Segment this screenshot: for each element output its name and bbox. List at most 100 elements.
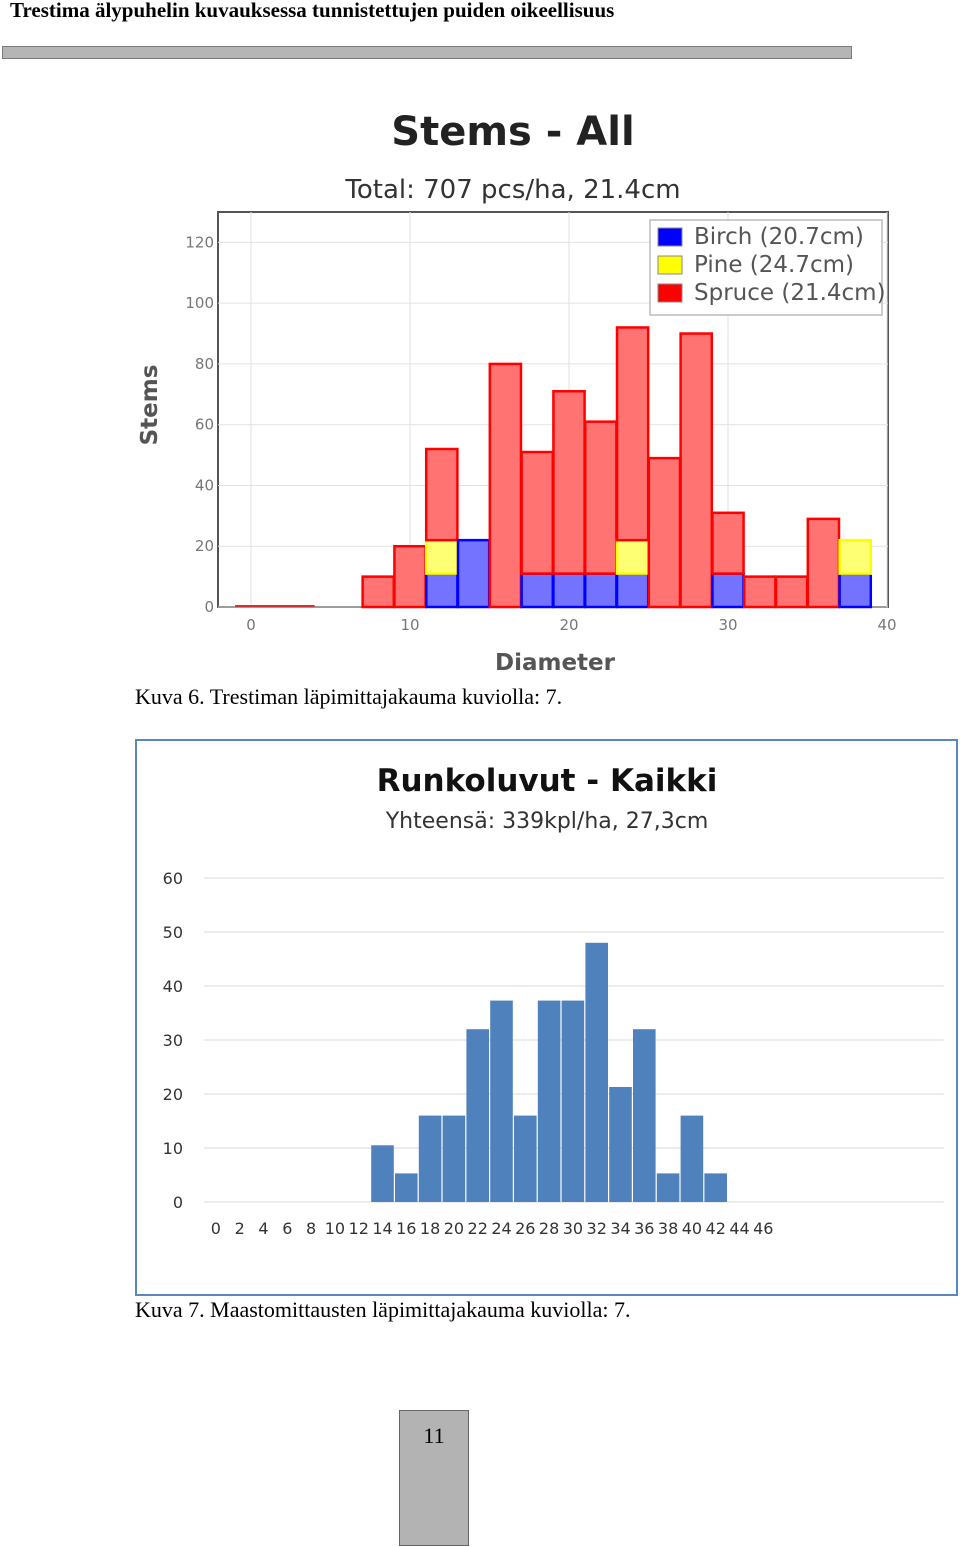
- y-tick-label: 100: [185, 294, 214, 312]
- y-tick-label: 20: [163, 1085, 183, 1104]
- bar: [395, 1173, 418, 1202]
- y-tick-label: 60: [195, 416, 214, 434]
- x-tick-label: 30: [718, 616, 737, 634]
- bar: [371, 1145, 394, 1202]
- legend-swatch: [657, 227, 683, 247]
- bar-segment: [615, 572, 650, 609]
- x-tick-label: 12: [349, 1219, 369, 1238]
- x-tick-label: 20: [444, 1219, 464, 1238]
- bar-segment: [393, 544, 427, 609]
- bar-segment: [615, 538, 650, 575]
- bar-segment: [488, 362, 523, 609]
- x-tick-label: 20: [559, 616, 578, 634]
- bar: [466, 1029, 489, 1202]
- stems-all-chart: Stems - All Total: 707 pcs/ha, 21.4cm 0 10 2…: [137, 109, 897, 676]
- bar-segment: [552, 572, 586, 609]
- bar: [704, 1173, 727, 1202]
- bar-segment: [424, 538, 459, 575]
- bar: [680, 1115, 704, 1202]
- bar-segment: [615, 326, 650, 542]
- y-axis-label: Stems: [137, 365, 163, 446]
- bar-segment: [424, 447, 459, 542]
- bar-segment: [838, 572, 873, 609]
- y-tick-label: 50: [163, 923, 183, 942]
- y-tick-label: 40: [163, 977, 183, 996]
- x-tick-label: 14: [372, 1219, 392, 1238]
- y-tick-label: 20: [195, 537, 214, 555]
- y-tick-label: 60: [163, 869, 183, 888]
- bar: [585, 942, 608, 1202]
- x-tick-label: 36: [634, 1219, 654, 1238]
- bar: [537, 1000, 561, 1202]
- legend-label: Birch (20.7cm): [694, 224, 864, 250]
- bar-segment: [583, 420, 618, 575]
- x-axis-label: Diameter: [495, 650, 616, 676]
- x-tick-label: 0: [211, 1219, 221, 1238]
- x-tick-label: 8: [306, 1219, 316, 1238]
- chart-title: Runkoluvut - Kaikki: [377, 763, 718, 799]
- x-tick-label: 42: [706, 1219, 726, 1238]
- x-tick-label: 38: [658, 1219, 678, 1238]
- x-tick-label: 2: [235, 1219, 245, 1238]
- bar: [633, 1029, 656, 1202]
- y-tick-label: 30: [163, 1031, 183, 1050]
- x-tick-label: 26: [515, 1219, 535, 1238]
- x-tick-label: 16: [396, 1219, 416, 1238]
- chart-subtitle: Yhteensä: 339kpl/ha, 27,3cm: [385, 809, 709, 834]
- bar-segment: [838, 538, 873, 575]
- bar: [418, 1115, 442, 1202]
- x-tick-label: 32: [587, 1219, 607, 1238]
- y-tick-label: 0: [173, 1193, 183, 1212]
- page-number: 11: [423, 1423, 445, 1448]
- legend: Birch (20.7cm)Pine (24.7cm)Spruce (21.4c…: [649, 219, 886, 316]
- x-tick-label: 24: [491, 1219, 511, 1238]
- legend-box: [649, 219, 883, 316]
- x-tick-label: 10: [325, 1219, 345, 1238]
- x-tick-label: 30: [563, 1219, 583, 1238]
- bar-segment: [520, 572, 555, 609]
- document-header: Trestima älypuhelin kuvauksessa tunniste…: [10, 0, 615, 22]
- legend-swatch: [657, 283, 683, 303]
- bar-segment: [361, 575, 396, 609]
- legend-label: Spruce (21.4cm): [694, 280, 886, 306]
- x-tick-label: 22: [468, 1219, 488, 1238]
- legend-swatch: [657, 255, 683, 275]
- legend-label: Pine (24.7cm): [694, 252, 854, 278]
- x-tick-label: 46: [753, 1219, 773, 1238]
- bar-segment: [679, 332, 714, 609]
- x-tick-label: 18: [420, 1219, 440, 1238]
- x-tick-label: 40: [877, 616, 896, 634]
- page-number-box: 11: [399, 1410, 469, 1546]
- x-tick-label: 34: [610, 1219, 630, 1238]
- bar: [561, 1000, 585, 1202]
- bar: [514, 1115, 537, 1202]
- x-tick-label: 44: [729, 1219, 749, 1238]
- bar: [442, 1115, 466, 1202]
- bar: [656, 1173, 680, 1202]
- figure-caption-7: Kuva 7. Maastomittausten läpimittajakaum…: [135, 1297, 631, 1322]
- chart-title: Stems - All: [391, 109, 634, 155]
- chart-subtitle: Total: 707 pcs/ha, 21.4cm: [344, 175, 680, 205]
- bar-segment: [424, 572, 459, 609]
- y-tick-label: 40: [195, 476, 214, 494]
- figure-caption-6: Kuva 6. Trestiman läpimittajakauma kuvio…: [135, 684, 563, 709]
- bar-segment: [742, 575, 777, 609]
- bar: [609, 1086, 632, 1202]
- bar-segment: [456, 538, 491, 609]
- bar-segment: [806, 517, 841, 609]
- runkoluvut-chart: Runkoluvut - Kaikki Yhteensä: 339kpl/ha, …: [163, 763, 944, 1238]
- y-tick-label: 0: [204, 598, 214, 616]
- header-rule: [2, 46, 852, 59]
- y-tick-label: 120: [185, 233, 214, 251]
- bar-segment: [520, 450, 555, 575]
- bar-segment: [711, 572, 745, 609]
- bar-segment: [711, 511, 745, 575]
- x-tick-label: 28: [539, 1219, 559, 1238]
- x-tick-label: 10: [400, 616, 419, 634]
- y-tick-label: 80: [195, 355, 214, 373]
- x-tick-label: 0: [246, 616, 256, 634]
- bar-segment: [774, 575, 809, 609]
- x-tick-label: 4: [258, 1219, 268, 1238]
- runkoluvut-chart-frame: Runkoluvut - Kaikki Yhteensä: 339kpl/ha, …: [135, 739, 958, 1296]
- bar: [490, 1000, 513, 1202]
